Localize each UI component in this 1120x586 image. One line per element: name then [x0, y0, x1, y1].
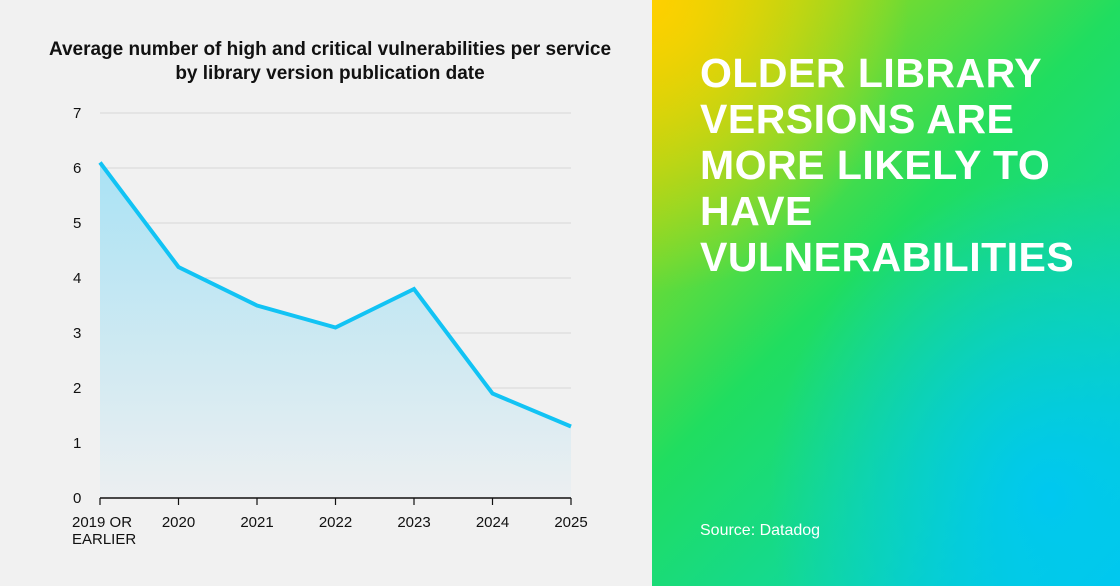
x-tick-label: 2019 OR EARLIER	[72, 514, 136, 548]
y-tick-label: 6	[73, 160, 81, 177]
source-note: Source: Datadog	[700, 522, 821, 539]
area-fill	[100, 162, 571, 498]
x-tick-label: 2020	[162, 514, 195, 531]
x-tick-label: 2021	[240, 514, 273, 531]
y-tick-label: 0	[73, 490, 81, 507]
x-tick-label: 2023	[397, 514, 430, 531]
x-tick-label: 2025	[554, 514, 587, 531]
y-tick-label: 3	[73, 325, 81, 342]
y-tick-label: 5	[73, 215, 81, 232]
chart-title: Average number of high and critical vuln…	[48, 39, 612, 84]
x-tick-label: 2024	[476, 514, 509, 531]
y-tick-label: 4	[73, 270, 81, 287]
line-chart: 0 1 2 3 4 5 6 7 2019 OR EARLIER 2020 2021 2022 2023 20…	[72, 105, 588, 548]
y-tick-label: 2	[73, 380, 81, 397]
headline-panel: OLDER LIBRARY VERSIONS ARE MORE LIKELY T…	[652, 0, 1120, 586]
y-tick-label: 1	[73, 435, 81, 452]
y-tick-label: 7	[73, 105, 81, 122]
x-tick-label: 2022	[319, 514, 352, 531]
headline: OLDER LIBRARY VERSIONS ARE MORE LIKELY T…	[700, 50, 1075, 280]
